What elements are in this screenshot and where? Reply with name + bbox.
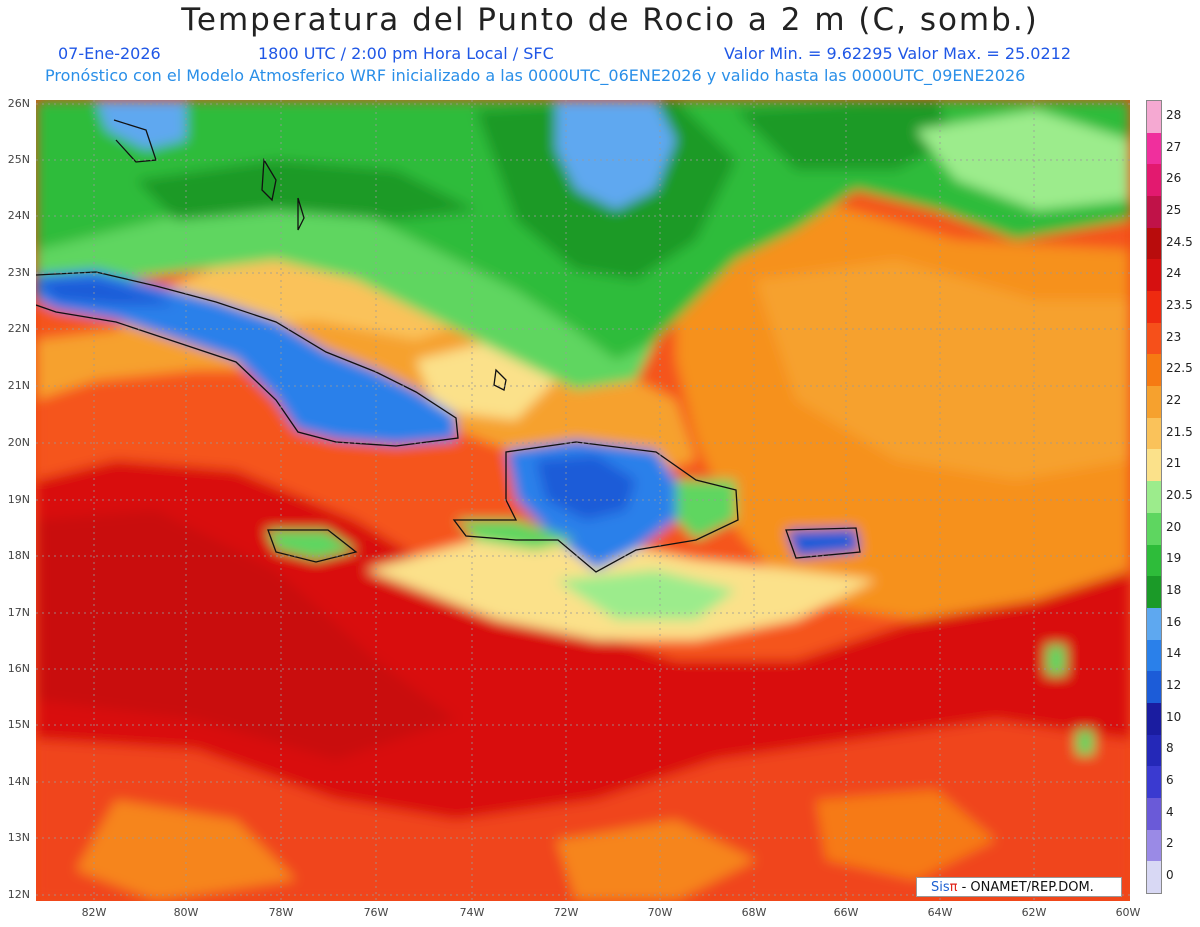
legend-label: 21.5 xyxy=(1166,424,1193,439)
chart-title: Temperatura del Punto de Rocio a 2 m (C,… xyxy=(181,2,1039,38)
legend-label: 23 xyxy=(1166,329,1182,344)
lat-label: 20N xyxy=(7,436,30,449)
lat-label: 15N xyxy=(7,718,30,731)
legend-label: 10 xyxy=(1166,709,1182,724)
lat-label: 26N xyxy=(7,97,30,110)
legend-swatch xyxy=(1147,829,1161,862)
lon-label: 66W xyxy=(833,906,859,919)
lat-label: 19N xyxy=(7,493,30,506)
lat-label: 22N xyxy=(7,322,30,335)
legend-label: 0 xyxy=(1166,868,1174,883)
lat-label: 21N xyxy=(7,379,30,392)
legend-label: 26 xyxy=(1166,171,1182,186)
lon-label: 82W xyxy=(81,906,107,919)
legend-label: 16 xyxy=(1166,614,1182,629)
legend-label: 2 xyxy=(1166,836,1174,851)
legend-label: 23.5 xyxy=(1166,297,1193,312)
legend-label: 27 xyxy=(1166,139,1182,154)
time-label: 1800 UTC / 2:00 pm Hora Local / SFC xyxy=(258,44,554,63)
legend-swatch xyxy=(1147,861,1161,894)
legend-label: 24.5 xyxy=(1166,234,1193,249)
lat-label: 18N xyxy=(7,549,30,562)
legend-swatch xyxy=(1147,101,1161,134)
legend-label: 8 xyxy=(1166,741,1174,756)
legend-swatch xyxy=(1147,544,1161,577)
lat-label: 13N xyxy=(7,831,30,844)
lat-label: 25N xyxy=(7,153,30,166)
legend-swatch xyxy=(1147,512,1161,545)
legend-label: 18 xyxy=(1166,583,1182,598)
lat-label: 12N xyxy=(7,888,30,901)
legend-swatch xyxy=(1147,481,1161,514)
legend-swatch xyxy=(1147,132,1161,165)
legend-label: 22.5 xyxy=(1166,361,1193,376)
dewpoint-map xyxy=(36,100,1130,901)
legend-label: 14 xyxy=(1166,646,1182,661)
legend-swatch xyxy=(1147,291,1161,324)
legend-swatch xyxy=(1147,196,1161,229)
legend-swatch xyxy=(1147,386,1161,419)
legend-label: 24 xyxy=(1166,266,1182,281)
legend-label: 20.5 xyxy=(1166,488,1193,502)
legend-label: 4 xyxy=(1166,804,1174,819)
brand-text: Sis xyxy=(931,880,950,895)
lon-label: 64W xyxy=(927,906,953,919)
lon-label: 78W xyxy=(268,906,294,919)
legend-swatch xyxy=(1147,607,1161,641)
lat-label: 16N xyxy=(7,662,30,675)
map-field xyxy=(36,100,1130,901)
lon-label: 76W xyxy=(363,906,389,919)
lon-label: 60W xyxy=(1115,906,1141,919)
legend-swatch xyxy=(1147,417,1161,450)
model-info-label: Pronóstico con el Modelo Atmosferico WRF… xyxy=(45,66,1026,85)
legend-label: 22 xyxy=(1166,392,1182,407)
lon-label: 70W xyxy=(647,906,673,919)
legend-label: 28 xyxy=(1166,107,1182,122)
lat-label: 17N xyxy=(7,606,30,619)
legend-swatch xyxy=(1147,766,1161,799)
legend-swatch xyxy=(1147,702,1161,736)
legend-swatch xyxy=(1147,259,1161,292)
lon-label: 80W xyxy=(173,906,199,919)
legend-swatch xyxy=(1147,639,1161,672)
legend-swatch xyxy=(1147,797,1161,831)
legend-label: 25 xyxy=(1166,202,1182,217)
legend-label: 19 xyxy=(1166,551,1182,566)
min-max-label: Valor Min. = 9.62295 Valor Max. = 25.021… xyxy=(724,44,1072,63)
legend-label: 20 xyxy=(1166,519,1182,534)
legend-swatch xyxy=(1147,734,1161,767)
lon-label: 72W xyxy=(553,906,579,919)
legend-label: 6 xyxy=(1166,773,1174,788)
legend-swatch xyxy=(1147,449,1161,482)
legend-swatch xyxy=(1147,354,1161,387)
color-legend xyxy=(1146,100,1162,894)
credit-org: - ONAMET/REP.DOM. xyxy=(957,880,1094,895)
lat-label: 14N xyxy=(7,775,30,788)
credit-box: Sisπ - ONAMET/REP.DOM. xyxy=(916,877,1122,897)
lat-label: 23N xyxy=(7,266,30,279)
legend-swatch xyxy=(1147,322,1161,355)
date-label: 07-Ene-2026 xyxy=(58,44,161,63)
brand-pi: π xyxy=(949,880,958,895)
lon-label: 68W xyxy=(741,906,767,919)
legend-swatch xyxy=(1147,227,1161,260)
lon-label: 62W xyxy=(1021,906,1047,919)
lat-label: 24N xyxy=(7,209,30,222)
legend-swatch xyxy=(1147,576,1161,609)
lon-label: 74W xyxy=(459,906,485,919)
legend-label: 12 xyxy=(1166,678,1182,693)
legend-swatch xyxy=(1147,671,1161,704)
legend-swatch xyxy=(1147,164,1161,197)
legend-label: 21 xyxy=(1166,456,1182,471)
